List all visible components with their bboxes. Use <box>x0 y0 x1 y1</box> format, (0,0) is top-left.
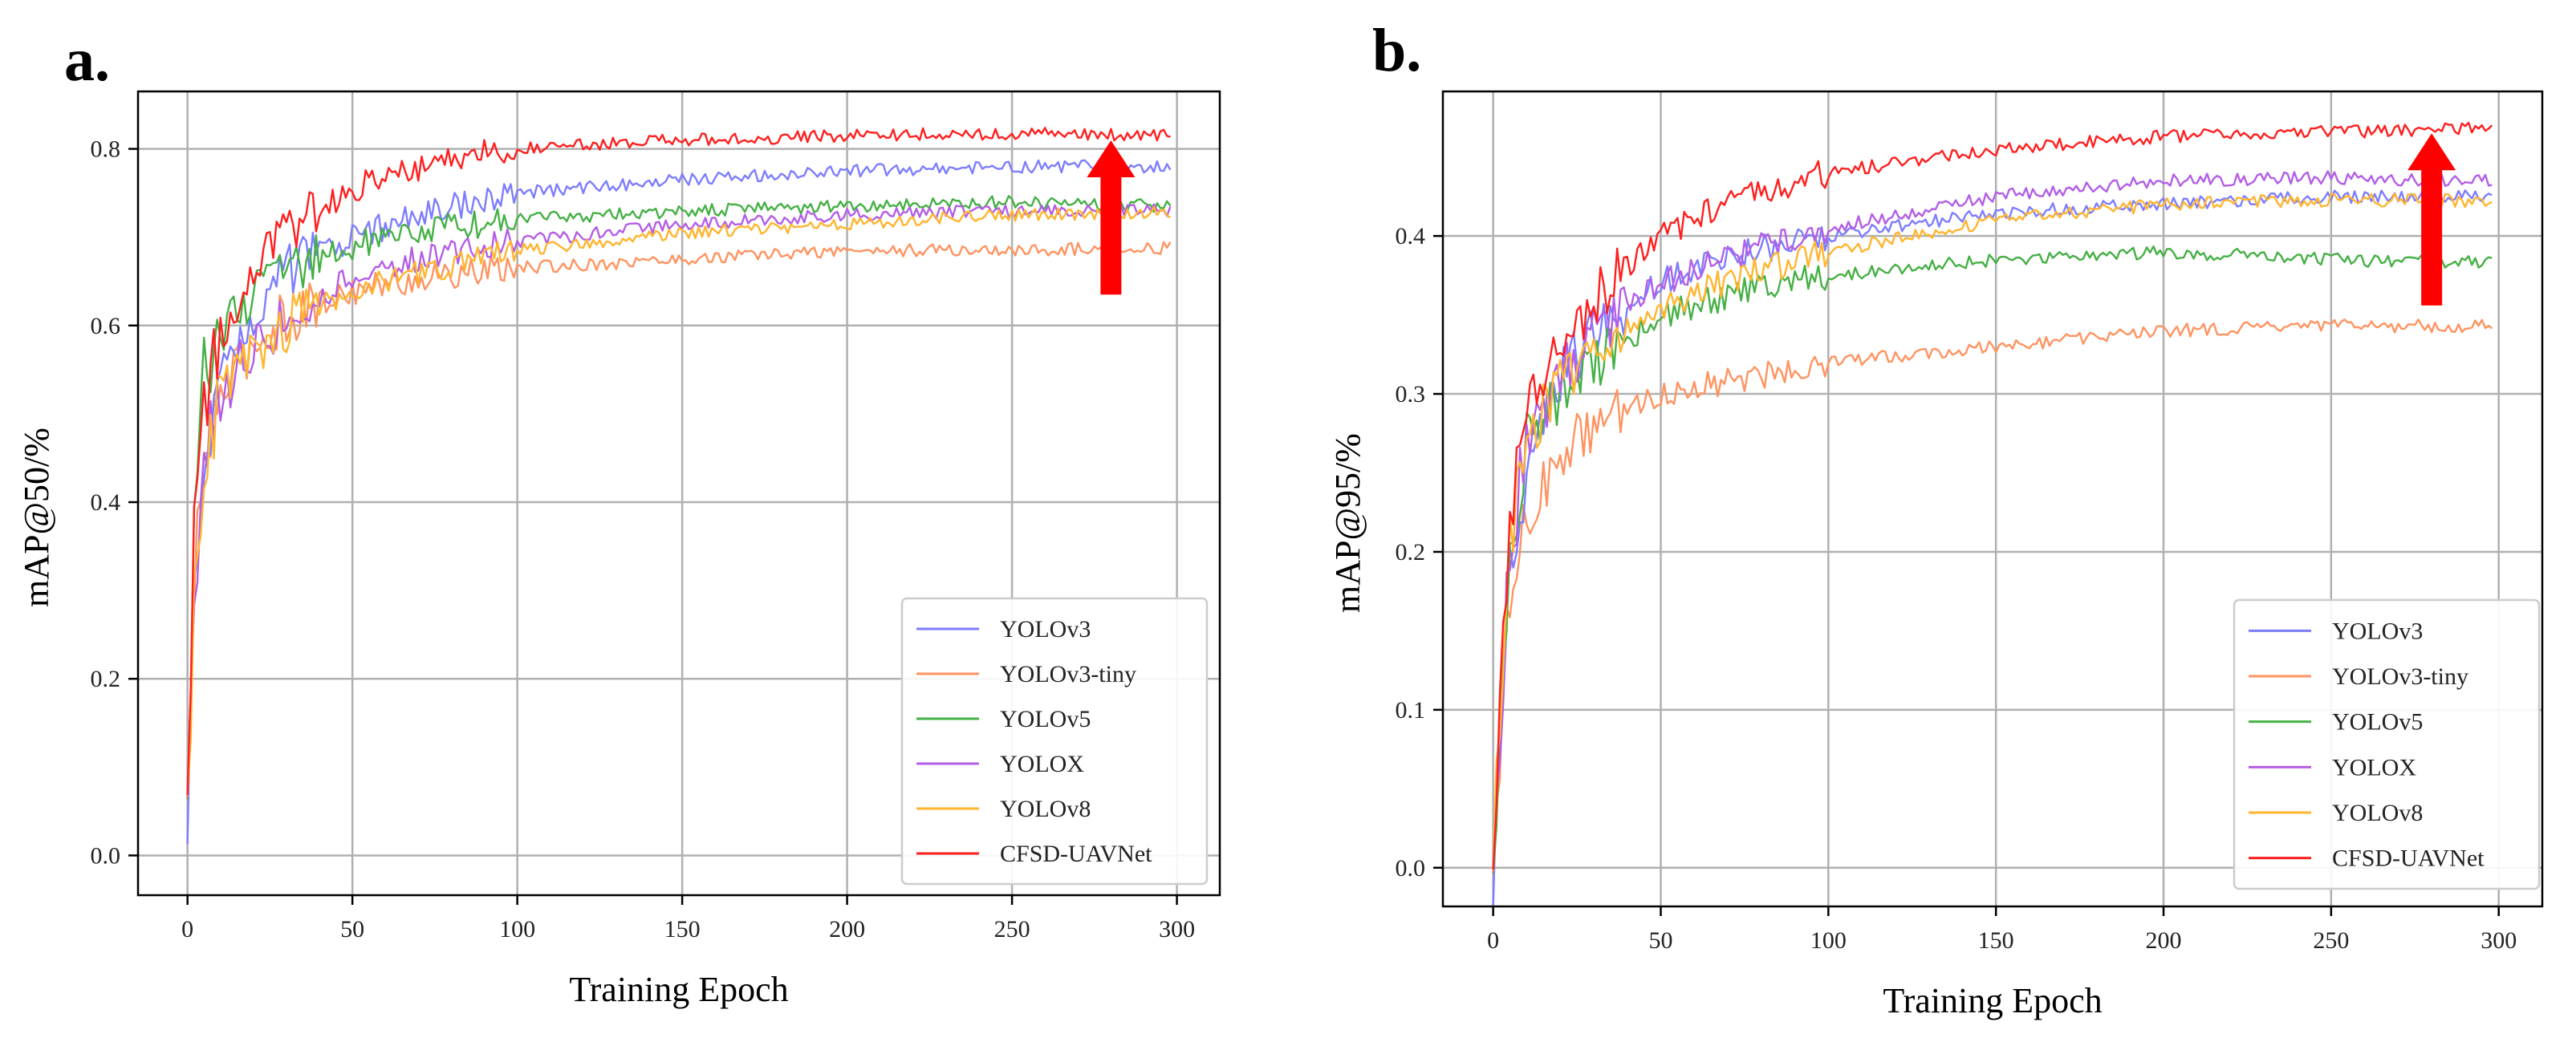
legend-item: YOLOv3 <box>916 616 1091 643</box>
y-axis-ticks: 0.0 0.1 0.2 0.3 0.4 <box>1396 223 1443 882</box>
legend-label: CFSD-UAVNet <box>1000 841 1152 867</box>
chart-panel-b: 0 50 100 150 200 250 300 0.0 0.1 0.2 0.3 0.4 Trainin… <box>1328 17 2544 1020</box>
legend-box <box>2233 598 2541 890</box>
legend-item: YOLOX <box>916 751 1084 777</box>
series-line-yolov5 <box>186 195 1172 799</box>
x-tick-label: 150 <box>1978 927 2014 954</box>
legend-label: YOLOv3 <box>1000 616 1091 643</box>
y-axis-ticks: 0.0 0.2 0.4 0.6 0.8 <box>91 136 138 869</box>
y-tick-label: 0.4 <box>1396 223 1426 249</box>
red-arrow-annotation <box>2407 133 2456 306</box>
y-tick-label: 0.0 <box>1396 855 1426 882</box>
legend-item: CFSD-UAVNet <box>2249 845 2485 872</box>
series-line-yolox <box>186 203 1172 798</box>
y-tick-label: 0.2 <box>91 666 121 692</box>
legend-label: YOLOv3-tiny <box>2332 663 2468 690</box>
x-axis-ticks: 0 50 100 150 200 250 300 <box>1487 906 2517 954</box>
y-tick-label: 0.4 <box>91 489 121 516</box>
y-tick-label: 0.3 <box>1396 381 1426 407</box>
plot-frame <box>1441 90 2544 908</box>
legend-label: YOLOX <box>2332 754 2416 780</box>
y-tick-label: 0.2 <box>1396 539 1426 566</box>
legend: YOLOv3 YOLOv3-tiny YOLOv5 YOLOX YOLOv8 CFSD-U… <box>900 597 1209 886</box>
legend-item: YOLOv8 <box>916 796 1091 822</box>
legend-item: YOLOv3-tiny <box>2249 663 2468 690</box>
arrow-head <box>1087 140 1136 178</box>
x-tick-label: 50 <box>1648 927 1672 954</box>
y-tick-label: 0.0 <box>91 842 121 869</box>
panel-letter: b. <box>1372 17 1421 84</box>
x-tick-label: 100 <box>499 916 535 943</box>
series-line-yolox <box>1492 170 2493 873</box>
legend-label: YOLOv5 <box>1000 706 1091 732</box>
x-tick-label: 0 <box>1487 927 1499 954</box>
chart-panel-a: 0 50 100 150 200 250 300 0.0 0.2 0.4 0.6 0.8 Trainin… <box>17 26 1221 1009</box>
arrow-shaft <box>1100 174 1122 295</box>
series-line-cfsd-uavnet <box>186 127 1171 796</box>
legend-item: YOLOv3 <box>2249 618 2423 644</box>
series-line-yolov3-tiny <box>1492 318 2493 876</box>
x-tick-label: 100 <box>1810 927 1847 954</box>
x-tick-label: 150 <box>664 916 701 943</box>
x-tick-label: 250 <box>2313 927 2349 954</box>
red-arrow-annotation <box>1087 140 1136 295</box>
legend-label: YOLOX <box>1000 751 1084 777</box>
legend-label: YOLOv8 <box>2332 800 2423 826</box>
legend: YOLOv3 YOLOv3-tiny YOLOv5 YOLOX YOLOv8 CFSD-U… <box>2233 598 2541 890</box>
y-tick-label: 0.6 <box>91 313 121 339</box>
y-axis-label: mAP@95/% <box>1328 433 1367 613</box>
legend-label: YOLOv3-tiny <box>1000 661 1136 687</box>
x-tick-label: 250 <box>994 916 1030 943</box>
x-axis-label: Training Epoch <box>1883 981 2102 1020</box>
legend-item: YOLOv5 <box>916 706 1091 732</box>
legend-item: CFSD-UAVNet <box>916 841 1152 867</box>
series-line-yolov3-tiny <box>186 241 1172 801</box>
x-axis-ticks: 0 50 100 150 200 250 300 <box>181 895 1195 943</box>
arrow-head <box>2407 133 2456 171</box>
x-tick-label: 200 <box>2146 927 2182 954</box>
series-line-cfsd-uavnet <box>1492 121 2493 870</box>
plot-frame <box>136 90 1221 897</box>
legend-label: YOLOv5 <box>2332 709 2423 736</box>
legend-item: YOLOv8 <box>2249 800 2423 826</box>
legend-item: YOLOv3-tiny <box>916 661 1136 687</box>
series-line-yolov8 <box>1492 193 2493 871</box>
legend-label: YOLOv8 <box>1000 796 1091 822</box>
series-lines <box>1492 121 2493 906</box>
y-tick-label: 0.8 <box>91 136 121 163</box>
arrow-shaft <box>2421 167 2443 306</box>
legend-label: CFSD-UAVNet <box>2332 845 2485 872</box>
y-axis-label: mAP@50/% <box>17 428 56 607</box>
legend-box <box>900 597 1209 886</box>
x-axis-label: Training Epoch <box>569 970 788 1009</box>
x-tick-label: 300 <box>2481 927 2517 954</box>
y-tick-label: 0.1 <box>1396 697 1426 724</box>
series-line-yolov8 <box>186 205 1172 797</box>
series-lines <box>186 127 1172 845</box>
series-line-yolov3 <box>186 159 1172 845</box>
panel-letter: a. <box>64 26 110 94</box>
legend-label: YOLOv3 <box>2332 618 2423 644</box>
legend-item: YOLOv5 <box>2249 709 2423 736</box>
series-line-yolov5 <box>1492 245 2493 874</box>
x-tick-label: 300 <box>1159 916 1195 943</box>
x-tick-label: 50 <box>340 916 364 943</box>
legend-item: YOLOX <box>2249 754 2416 780</box>
x-tick-label: 0 <box>181 916 193 943</box>
x-tick-label: 200 <box>829 916 865 943</box>
